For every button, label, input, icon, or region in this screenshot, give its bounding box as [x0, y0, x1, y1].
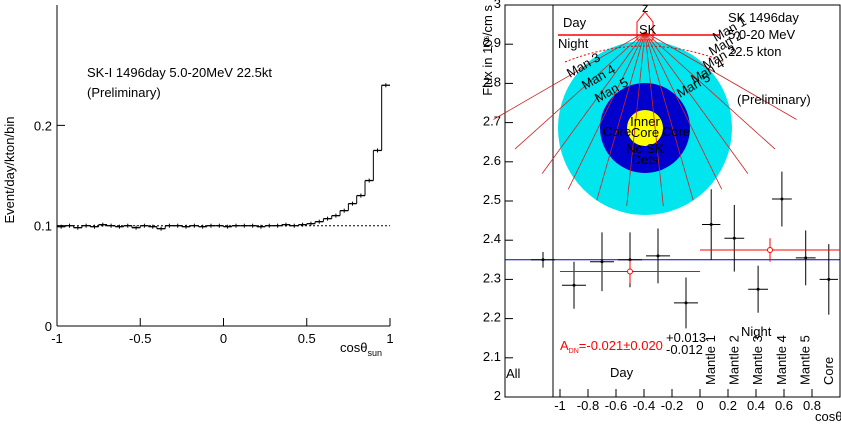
average-point: [767, 247, 773, 253]
point: [600, 260, 604, 264]
ray: [493, 31, 646, 120]
bin-label: Mantle 4: [774, 335, 789, 385]
annotation: SK-I 1496day 5.0-20MeV 22.5kt: [87, 65, 272, 80]
y-tick-label: 2.7: [483, 114, 501, 129]
y-tick-label: 0.2: [34, 118, 52, 133]
title-line: SK 1496day: [728, 10, 799, 25]
y-tick-label: 2.1: [483, 349, 501, 364]
night-label: Night: [741, 324, 772, 339]
x-tick-label: -0.6: [605, 398, 627, 413]
diagram-label: No SK: [626, 141, 664, 156]
x-tick-label: -1: [51, 331, 63, 346]
y-label-a: Flux in 10: [480, 39, 495, 95]
point: [656, 254, 660, 258]
x-tick-label: -0.8: [577, 398, 599, 413]
point: [572, 283, 576, 287]
y-tick-label: 2.5: [483, 192, 501, 207]
x-tick-label: -0.5: [129, 331, 151, 346]
point: [756, 287, 760, 291]
diagram-label: Day: [563, 15, 587, 30]
x-axis-label-main: cosθ: [340, 340, 367, 355]
x-tick-label: -1: [554, 398, 566, 413]
point: [684, 301, 688, 305]
y-axis-label: Event/day/kton/bin: [2, 117, 17, 224]
y-tick-label: 0: [45, 319, 52, 334]
point: [709, 223, 713, 227]
x-tick-label: -0.2: [661, 398, 683, 413]
y-tick-label: 0.1: [34, 219, 52, 234]
ray: [644, 31, 797, 120]
y-tick-label: 3: [494, 0, 501, 11]
bin-label: Mantle 2: [726, 335, 741, 385]
y-tick-label: 2.6: [483, 153, 501, 168]
all-label: All: [506, 366, 521, 381]
ray: [626, 31, 646, 207]
diagram-label: Core: [603, 124, 631, 139]
ray: [644, 31, 776, 150]
x-axis-label-sub: sun: [367, 348, 382, 358]
night-line: [564, 45, 726, 63]
point: [827, 277, 831, 281]
day-label: Day: [610, 365, 634, 380]
x-axis-label: cosθz: [815, 409, 841, 426]
asym-plus: +0.013: [666, 330, 706, 345]
asym-minus: -0.012: [666, 342, 703, 357]
y-tick-label: 2.9: [483, 35, 501, 50]
y-tick-label: 2.4: [483, 231, 501, 246]
y-label-b: /cm s: [480, 5, 495, 37]
x-tick-label: 0.4: [747, 398, 765, 413]
ray: [541, 31, 646, 174]
y-tick-label: 2.3: [483, 270, 501, 285]
title-line: 5.0-20 MeV: [728, 27, 796, 42]
bin-label: Core: [821, 357, 836, 385]
y-tick-label: 2: [494, 388, 501, 403]
y-axis-label: Flux in 106/cm s: [480, 5, 495, 96]
asym-a: A: [560, 338, 569, 353]
asym-sub: DN: [569, 348, 579, 355]
diagram-label: Core: [662, 124, 690, 139]
y-tick-label: 2.8: [483, 74, 501, 89]
diagram-label: Inner: [630, 114, 660, 129]
x-axis-label-main: cosθ: [815, 409, 841, 424]
y-label-sup: 6: [485, 35, 491, 39]
x-tick-label: 0.5: [298, 331, 316, 346]
ray: [644, 31, 749, 174]
ray: [644, 31, 664, 207]
asym-val: =-0.021±0.020: [579, 338, 663, 353]
x-tick-label: 0.2: [719, 398, 737, 413]
ray: [644, 31, 723, 190]
subtitle: (Preliminary): [87, 85, 161, 100]
ray: [567, 31, 646, 190]
diagram-label: Core: [631, 125, 659, 140]
y-tick-label: 2.2: [483, 310, 501, 325]
bin-label: Mantle 1: [703, 335, 718, 385]
x-tick-label: 0.6: [775, 398, 793, 413]
x-tick-label: 0: [220, 331, 227, 346]
diagram-label: z: [642, 0, 649, 15]
x-axis-label: cosθsun: [340, 340, 382, 358]
ray: [644, 31, 694, 201]
diagram-label: SK: [639, 22, 657, 37]
x-tick-label: 1: [386, 331, 393, 346]
point: [780, 197, 784, 201]
subtitle: (Preliminary): [737, 92, 811, 107]
ray: [514, 31, 646, 150]
sk-tank: [636, 11, 654, 41]
point: [541, 258, 545, 262]
average-point: [627, 268, 633, 275]
bin-label: Mantle 3: [750, 335, 765, 385]
asymmetry: ADN=-0.021±0.020: [560, 338, 663, 355]
point: [804, 256, 808, 260]
x-tick-label: 0.8: [803, 398, 821, 413]
x-tick-label: -0.4: [633, 398, 655, 413]
bin-label: Mantle 5: [798, 335, 813, 385]
x-tick-label: 0: [696, 398, 703, 413]
point: [732, 236, 736, 240]
diagram-label: Dets: [632, 152, 659, 167]
diagram-label: Night: [558, 36, 589, 51]
ray: [596, 31, 646, 201]
title-line: 22.5 kton: [728, 44, 782, 59]
